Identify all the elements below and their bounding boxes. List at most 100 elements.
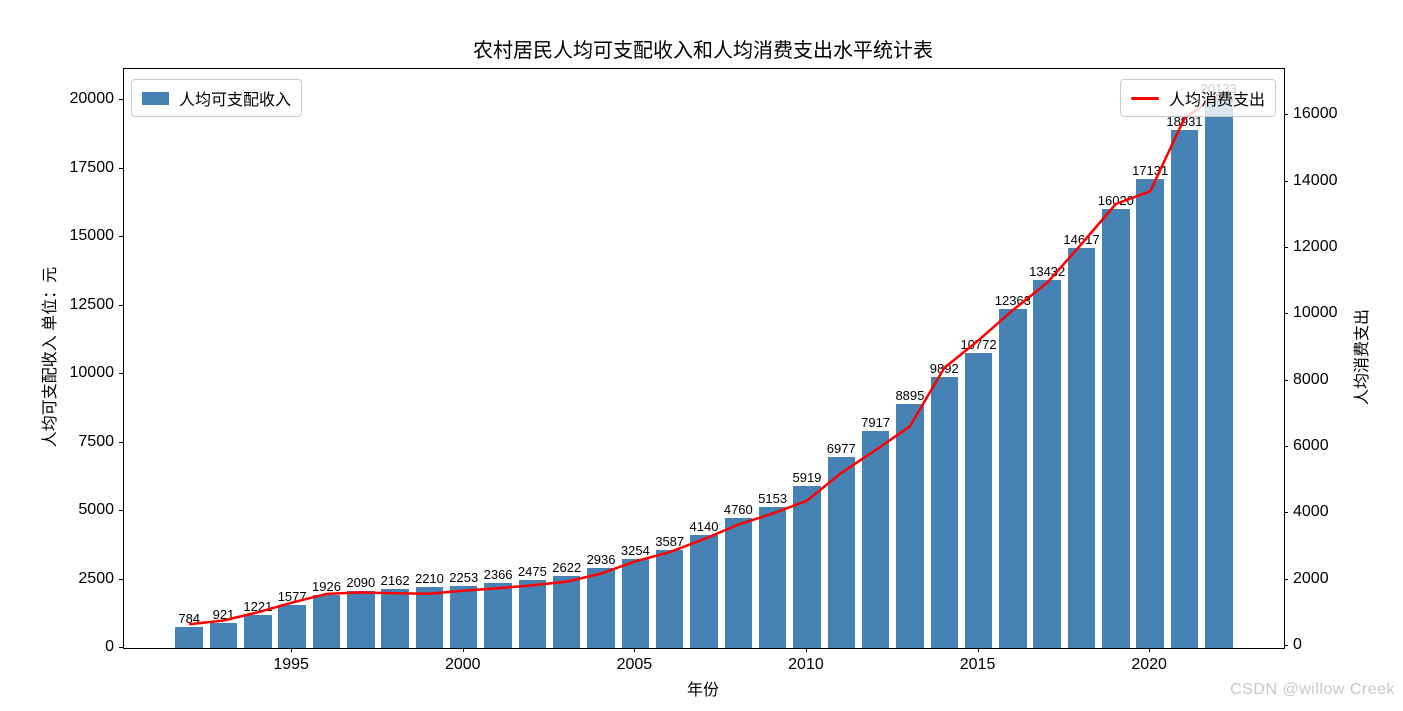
y-tick-right (1284, 512, 1288, 514)
y-tick-label-right: 12000 (1293, 238, 1338, 256)
income-bar (415, 587, 444, 648)
bar-value-label: 5919 (792, 469, 822, 485)
y-tick-left (119, 578, 123, 580)
y-tick-left (119, 647, 123, 648)
y-tick-label-left: 20000 (69, 90, 115, 108)
x-tick-label: 1995 (273, 656, 309, 673)
income-bar (1033, 280, 1061, 648)
y-tick-left (119, 304, 123, 306)
income-bar (930, 377, 958, 648)
income-bar (964, 352, 993, 648)
y-tick-label-left: 17500 (69, 158, 115, 176)
x-tick (805, 648, 807, 652)
income-bar (552, 576, 581, 648)
x-axis-label: 年份 (686, 682, 719, 699)
bar-value-label: 7917 (861, 415, 891, 431)
income-bar (1067, 247, 1096, 648)
bar-value-label: 2936 (586, 551, 616, 567)
y-tick-label-right: 4000 (1293, 503, 1329, 521)
bar-value-label: 12363 (994, 293, 1031, 309)
y-tick-label-right: 10000 (1293, 304, 1338, 322)
plot-area: 784 921 1221 1577 1926 2090 2162 2210 2253 2366 24… (123, 68, 1285, 649)
income-bar (278, 604, 306, 648)
bar-value-label: 4760 (723, 501, 753, 517)
legend-income-label: 人均可支配收入 (179, 92, 292, 109)
legend-expense: 人均消费支出 (1119, 79, 1276, 117)
chart-title: 农村居民人均可支配收入和人均消费支出水平统计表 (473, 40, 933, 62)
bar-value-label: 1926 (312, 579, 341, 595)
bar-value-label: 2622 (552, 560, 582, 576)
y-tick-label-left: 7500 (78, 432, 114, 450)
bar-value-label: 6977 (826, 440, 856, 456)
bar-value-label: 4140 (689, 518, 719, 534)
expense-line-path (189, 93, 1220, 626)
bar-value-label: 3254 (620, 542, 650, 558)
y-tick-label-right: 8000 (1293, 370, 1329, 388)
bar-value-label: 16020 (1097, 193, 1134, 209)
y-tick-right (1284, 379, 1288, 381)
bar-value-label: 2253 (449, 570, 479, 586)
bar-value-label: 2475 (517, 564, 547, 580)
income-bar (793, 485, 821, 648)
income-bar (1205, 96, 1233, 648)
bar-value-label: 3587 (655, 533, 685, 549)
x-tick-label: 2020 (1131, 656, 1167, 673)
bar-value-label: 2162 (380, 572, 410, 588)
income-bar (484, 583, 512, 648)
x-tick (634, 648, 636, 652)
income-bar (896, 404, 924, 648)
bar-value-label: 2210 (414, 571, 444, 587)
y-axis-label-right: 人均消费支出 (1354, 308, 1371, 406)
income-bar (347, 590, 375, 648)
income-bar (1136, 178, 1164, 648)
y-tick-left (119, 167, 123, 169)
income-bar (758, 506, 787, 648)
income-bar (312, 595, 341, 648)
income-bar (1170, 129, 1199, 648)
watermark: CSDN @willow Creek (1230, 681, 1395, 698)
y-tick-label-right: 16000 (1293, 105, 1338, 123)
legend-expense-label: 人均消费支出 (1168, 92, 1265, 109)
y-tick-label-left: 15000 (69, 227, 115, 245)
y-tick-right (1284, 645, 1288, 646)
expense-line-swatch-icon (1130, 96, 1159, 100)
bar-value-label: 784 (178, 610, 201, 626)
income-bar (621, 558, 650, 648)
y-tick-right (1284, 446, 1288, 448)
y-tick-label-right: 0 (1293, 636, 1302, 653)
x-tick (291, 648, 293, 652)
y-tick-right (1284, 578, 1288, 580)
bar-value-label: 5153 (758, 490, 788, 506)
y-tick-left (119, 373, 123, 375)
bar-value-label: 13432 (1029, 264, 1066, 280)
x-tick (462, 648, 464, 652)
x-tick-label: 2005 (616, 656, 653, 673)
income-bar (724, 517, 753, 648)
x-tick-label: 2000 (444, 656, 481, 673)
y-axis-label-left: 人均可支配收入 单位：元 (42, 266, 59, 448)
y-tick-label-left: 0 (105, 638, 114, 655)
income-bar (518, 580, 547, 648)
bar-value-label: 14617 (1063, 231, 1100, 247)
income-bar-swatch-icon (142, 91, 169, 105)
income-bar (1102, 209, 1130, 648)
bar-value-label: 8895 (895, 388, 925, 404)
y-tick-label-left: 12500 (69, 295, 115, 313)
income-bar (690, 534, 718, 648)
bar-value-label: 2366 (483, 567, 513, 583)
y-tick-label-right: 6000 (1293, 437, 1329, 455)
income-bar (655, 549, 684, 648)
y-tick-left (119, 99, 123, 101)
y-tick-right (1284, 180, 1288, 182)
income-bar (999, 309, 1027, 648)
x-tick (977, 648, 979, 652)
income-bar (450, 586, 478, 648)
x-tick (1149, 648, 1151, 652)
y-tick-left (119, 441, 123, 443)
y-tick-label-right: 14000 (1293, 171, 1338, 189)
legend-income: 人均可支配收入 (131, 79, 303, 117)
y-tick-label-left: 5000 (78, 501, 114, 519)
y-tick-left (119, 236, 123, 238)
y-tick-label-right: 2000 (1293, 569, 1329, 587)
